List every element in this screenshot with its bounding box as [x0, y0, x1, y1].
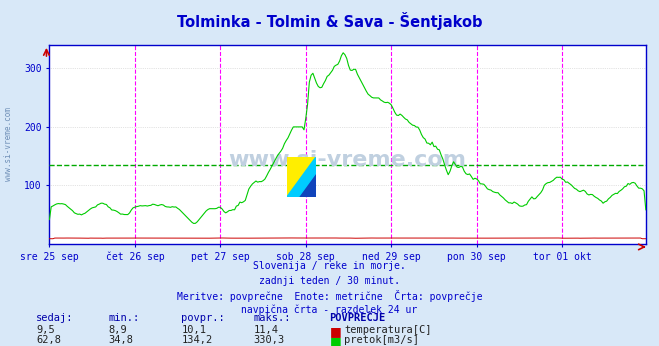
Text: temperatura[C]: temperatura[C] — [344, 325, 432, 335]
Text: www.si-vreme.com: www.si-vreme.com — [4, 107, 13, 181]
Text: 10,1: 10,1 — [181, 325, 206, 335]
Text: min.:: min.: — [109, 313, 140, 323]
Polygon shape — [287, 157, 316, 197]
Text: maks.:: maks.: — [254, 313, 291, 323]
Text: 11,4: 11,4 — [254, 325, 279, 335]
Text: 9,5: 9,5 — [36, 325, 55, 335]
Text: sedaj:: sedaj: — [36, 313, 74, 323]
Text: 62,8: 62,8 — [36, 335, 61, 345]
Text: Meritve: povprečne  Enote: metrične  Črta: povprečje: Meritve: povprečne Enote: metrične Črta:… — [177, 290, 482, 302]
Text: www.si-vreme.com: www.si-vreme.com — [229, 151, 467, 170]
Text: navpična črta - razdelek 24 ur: navpična črta - razdelek 24 ur — [241, 305, 418, 315]
Text: povpr.:: povpr.: — [181, 313, 225, 323]
Text: 8,9: 8,9 — [109, 325, 127, 335]
Text: pretok[m3/s]: pretok[m3/s] — [344, 335, 419, 345]
Text: 330,3: 330,3 — [254, 335, 285, 345]
Text: Slovenija / reke in morje.: Slovenija / reke in morje. — [253, 261, 406, 271]
Text: ■: ■ — [330, 335, 341, 346]
Polygon shape — [287, 157, 316, 197]
Text: POVPREČJE: POVPREČJE — [330, 313, 386, 323]
Text: Tolminka - Tolmin & Sava - Šentjakob: Tolminka - Tolmin & Sava - Šentjakob — [177, 12, 482, 30]
Text: zadnji teden / 30 minut.: zadnji teden / 30 minut. — [259, 276, 400, 286]
Text: ■: ■ — [330, 325, 341, 338]
Text: 34,8: 34,8 — [109, 335, 134, 345]
Text: 134,2: 134,2 — [181, 335, 212, 345]
